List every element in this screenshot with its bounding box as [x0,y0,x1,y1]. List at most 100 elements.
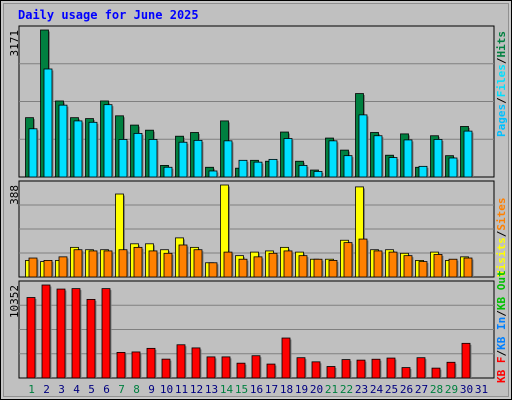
legend-entry: KB In [495,317,508,350]
files-bar [268,158,278,178]
legend-entry: Sites [495,198,508,231]
kb-bar [356,359,366,379]
sites-bar [283,250,293,278]
kb-bar [41,284,51,379]
x-tick-labels: 1 2 3 4 5 6 7 8 9 10 11 12 13 14 15 16 17 18 19 20 21 22 23 24 2… [28,383,488,396]
day-label: 3 [58,383,65,396]
day-label: 26 [400,383,413,396]
day-label: 4 [73,383,80,396]
files-bar [58,104,68,178]
files-bar [193,139,203,178]
files-bar [418,165,428,178]
sites-bar [388,251,398,278]
day-label: 19 [295,383,308,396]
sites-bar [358,238,368,278]
files-bar [133,133,143,178]
chart-title: Daily usage for June 2025 [18,8,199,22]
files-bar [328,140,338,178]
sites-bar [223,251,233,278]
kb-bar [386,357,396,379]
day-label: 20 [310,383,323,396]
sites-bar [298,255,308,278]
panel-1-max-label: 3171 [8,30,21,57]
legend-separator: / [495,310,508,317]
files-bar [253,161,263,178]
sites-bar [193,249,203,278]
sites-bar [118,249,128,278]
files-bar [223,140,233,178]
sites-bar [343,242,353,278]
day-label: 29 [445,383,458,396]
files-bar [73,120,83,178]
files-bar [403,139,413,178]
kb-bar [341,359,351,379]
sites-bar [463,257,473,278]
kb-bar [86,298,96,379]
sites-bar [403,255,413,278]
day-label: 30 [460,383,473,396]
legend-entry: Files [495,64,508,97]
sites-bar [88,250,98,278]
day-label: 15 [235,383,248,396]
legend-entry: Pages [495,104,508,137]
legend-separator: / [495,350,508,357]
day-label: 27 [415,383,428,396]
day-label: 5 [88,383,95,396]
files-bar [313,171,323,178]
day-label: 17 [265,383,278,396]
legend-separator: / [495,57,508,64]
day-label: 6 [103,383,110,396]
panel-2-max-label: 388 [8,185,21,205]
files-bar [88,121,98,178]
kb-bar [131,351,141,379]
kb-bar [296,357,306,379]
files-bar [343,155,353,178]
sites-bar [433,254,443,278]
day-label: 22 [340,383,353,396]
kb-bar [206,356,216,379]
chart-bars [25,29,474,379]
day-label: 31 [475,383,488,396]
files-bar [43,68,53,178]
sites-bar [253,256,263,278]
files-bar [298,165,308,178]
files-bar [103,104,113,178]
sites-bar [208,262,218,278]
kb-bar [26,297,36,379]
day-label: 28 [430,383,443,396]
kb-bar [191,347,201,379]
day-label: 10 [160,383,173,396]
sites-bar [163,252,173,278]
files-bar [448,157,458,178]
panel-3-max-label: 10352 [8,285,21,318]
files-bar [433,139,443,178]
files-bar [358,114,368,178]
sites-bar [178,244,188,278]
kb-bar [281,337,291,379]
legend-entry: KB F [495,357,508,384]
day-label: 13 [205,383,218,396]
sites-bar [133,246,143,278]
files-bar [373,135,383,178]
kb-bar [431,367,441,379]
sites-bar [148,250,158,278]
kb-bar [101,288,111,379]
kb-bar [311,361,321,379]
day-label: 2 [43,383,50,396]
panel-1-legend: Pages/Files/Hits [495,31,508,137]
y-max-labels: 3171 388 10352 [8,30,21,318]
kb-bar [56,288,66,379]
day-label: 7 [118,383,125,396]
day-label: 25 [385,383,398,396]
kb-bar [146,347,156,379]
legend-separator: / [495,97,508,104]
sites-bar [58,256,68,278]
files-bar [463,130,473,178]
files-bar [388,157,398,178]
sites-bar [418,261,428,278]
files-bar [118,139,128,178]
sites-bar [328,260,338,278]
day-label: 24 [370,383,384,396]
kb-bar [161,358,171,379]
